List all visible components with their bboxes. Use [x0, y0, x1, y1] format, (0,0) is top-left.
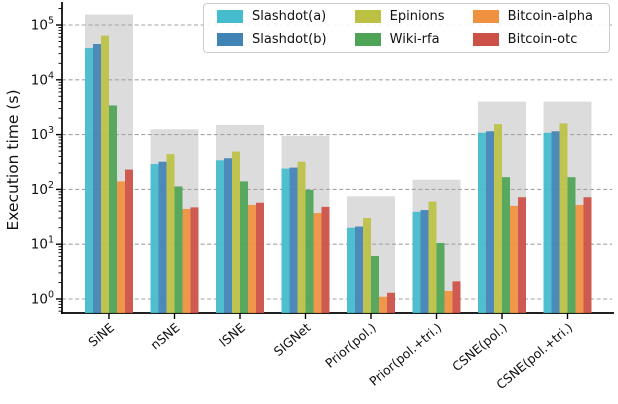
bar-Slashdot(b) [355, 226, 363, 313]
bar-Epinions [297, 161, 306, 313]
bar-Bitcoin-alpha [117, 181, 125, 313]
legend-swatch [217, 10, 243, 23]
bar-Bitcoin-alpha [379, 296, 387, 313]
bar-Epinions [232, 151, 240, 313]
bar-Slashdot(a) [216, 160, 224, 313]
y-tick-label: 104 [31, 70, 54, 88]
bar-Bitcoin-otc [452, 281, 461, 313]
x-tick-label: Prior(pol.) [322, 320, 379, 371]
bar-Slashdot(b) [158, 161, 167, 313]
legend-swatch [217, 33, 243, 46]
x-tick-label: SIGNet [271, 320, 314, 359]
legend-label: Epinions [389, 9, 445, 24]
bar-Bitcoin-otc [321, 206, 330, 313]
legend-column: Bitcoin-alpha Bitcoin-otc [472, 9, 593, 47]
bar-Bitcoin-alpha [248, 204, 256, 313]
bar-Epinions [559, 123, 568, 314]
bar-Wiki-rfa [174, 186, 183, 313]
x-tick-label: nSNE [147, 320, 182, 353]
bar-Slashdot(b) [551, 131, 560, 313]
bar-Wiki-rfa [371, 255, 379, 313]
bar-Slashdot(b) [420, 210, 429, 313]
legend-swatch [354, 33, 381, 46]
bar-Bitcoin-otc [518, 197, 526, 313]
x-tick-label: SiNE [85, 320, 117, 350]
legend-label: Slashdot(a) [252, 9, 327, 24]
bar-Bitcoin-alpha [444, 290, 453, 313]
bar-Epinions [166, 154, 175, 313]
x-tick-label: lSNE [216, 320, 248, 350]
legend-item-Wiki-rfa: Wiki-rfa [354, 32, 445, 47]
bar-Wiki-rfa [502, 177, 510, 313]
y-tick-label: 101 [31, 235, 54, 253]
legend-item-Slashdot(b): Slashdot(b) [217, 33, 327, 46]
bar-Bitcoin-otc [125, 169, 133, 313]
bar-Slashdot(a) [478, 132, 486, 313]
bar-Epinions [428, 201, 437, 313]
legend-item-Epinions: Epinions [354, 9, 445, 24]
x-tick-label: Prior(pol.+tri.) [366, 320, 444, 389]
bar-Bitcoin-otc [387, 292, 395, 313]
bar-Slashdot(a) [412, 211, 421, 313]
bar-Wiki-rfa [240, 181, 248, 313]
bar-Wiki-rfa [305, 189, 314, 313]
bar-Epinions [494, 124, 502, 313]
legend-label: Slashdot(b) [252, 32, 327, 47]
bar-Wiki-rfa [436, 243, 445, 313]
bar-Slashdot(a) [543, 132, 552, 313]
bar-Slashdot(b) [486, 131, 494, 313]
bar-Bitcoin-otc [190, 207, 199, 313]
bar-Wiki-rfa [109, 105, 117, 314]
y-axis-label: Execution time (s) [4, 89, 22, 231]
bar-Slashdot(a) [85, 48, 93, 313]
legend-label: Wiki-rfa [389, 32, 440, 47]
bar-Slashdot(b) [93, 44, 101, 313]
bar-Bitcoin-otc [583, 197, 592, 313]
legend-swatch [472, 10, 499, 23]
legend-item-Bitcoin-otc: Bitcoin-otc [472, 32, 593, 47]
bar-Epinions [363, 218, 371, 313]
y-tick-label: 103 [31, 125, 54, 143]
bar-Bitcoin-alpha [575, 204, 584, 313]
bar-Bitcoin-alpha [182, 208, 191, 313]
bar-Bitcoin-alpha [510, 205, 518, 313]
y-tick-label: 100 [31, 290, 54, 308]
legend-item-Slashdot(a): Slashdot(a) [217, 10, 327, 23]
bar-Bitcoin-alpha [313, 213, 322, 313]
legend-column: Epinions Wiki-rfa [354, 9, 445, 47]
y-tick-label: 102 [31, 180, 54, 198]
bar-Bitcoin-otc [256, 202, 264, 313]
bar-Wiki-rfa [567, 177, 576, 313]
bar-Slashdot(a) [150, 164, 159, 313]
bar-Slashdot(a) [347, 227, 355, 313]
bar-Slashdot(b) [289, 167, 298, 313]
x-tick-label: CSNE(pol.) [449, 320, 510, 374]
bar-Slashdot(a) [281, 168, 290, 313]
legend-swatch [354, 10, 381, 23]
legend-column: Slashdot(a) Slashdot(b) [217, 10, 327, 46]
y-tick-label: 105 [31, 16, 54, 34]
bar-Slashdot(b) [224, 158, 232, 313]
legend-swatch [472, 33, 499, 46]
legend: Slashdot(a) Slashdot(b) Epinions Wiki-rfa Bi… [203, 3, 610, 53]
legend-item-Bitcoin-alpha: Bitcoin-alpha [472, 9, 593, 24]
bar-Epinions [101, 35, 109, 313]
legend-label: Bitcoin-otc [507, 32, 578, 47]
legend-label: Bitcoin-alpha [507, 9, 593, 24]
